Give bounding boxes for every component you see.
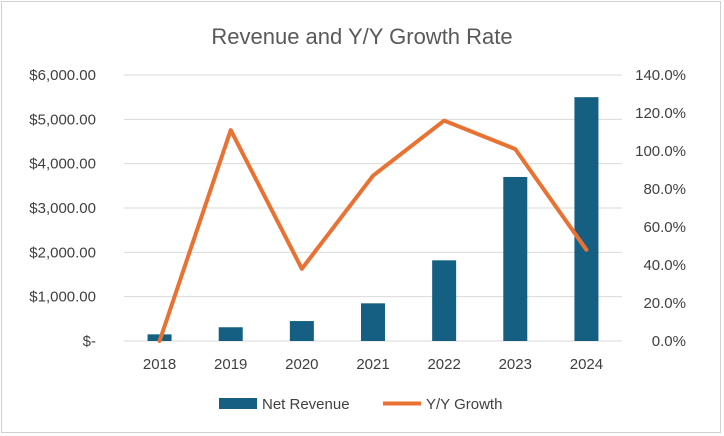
left-tick-label: $2,000.00 [29, 244, 96, 261]
x-tick-label: 2022 [427, 356, 460, 373]
right-tick-label: 60.0% [643, 219, 686, 236]
gridlines [124, 74, 622, 342]
right-axis: 0.0% 20.0% 40.0% 60.0% 80.0% 100.0% 120.0% 140.… [635, 67, 686, 350]
left-tick-label: $- [83, 333, 96, 350]
x-tick-label: 2024 [570, 356, 603, 373]
right-tick-label: 20.0% [643, 295, 686, 312]
left-tick-label: $3,000.00 [29, 200, 96, 217]
right-tick-label: 120.0% [635, 105, 686, 122]
legend: Net Revenue Y/Y Growth [219, 396, 502, 413]
chart-title: Revenue and Y/Y Growth Rate [211, 24, 512, 49]
legend-label-yy-growth: Y/Y Growth [426, 396, 502, 413]
left-axis: $- $1,000.00 $2,000.00 $3,000.00 $4,000.00 $5… [29, 67, 96, 350]
right-tick-label: 140.0% [635, 67, 686, 84]
growth-line [157, 118, 589, 343]
bar-net-revenue [503, 176, 528, 341]
x-tick-label: 2018 [143, 356, 176, 373]
right-tick-label: 80.0% [643, 181, 686, 198]
bar-net-revenue [361, 303, 385, 341]
bar-net-revenue [574, 97, 599, 342]
legend-swatch-net-revenue [219, 398, 257, 409]
bar-net-revenue [289, 321, 314, 341]
x-axis: 2018 2019 2020 2021 2022 2023 2024 [143, 356, 603, 373]
right-tick-label: 0.0% [652, 333, 686, 350]
left-tick-label: $1,000.00 [29, 289, 96, 306]
line-yy-growth [157, 118, 589, 343]
legend-label-net-revenue: Net Revenue [262, 396, 350, 413]
x-tick-label: 2021 [356, 356, 389, 373]
right-tick-label: 100.0% [635, 143, 686, 160]
left-tick-label: $6,000.00 [29, 67, 96, 84]
bars [147, 97, 599, 342]
x-tick-label: 2023 [499, 356, 532, 373]
left-tick-label: $4,000.00 [29, 156, 96, 173]
left-tick-label: $5,000.00 [29, 111, 96, 128]
bar-net-revenue [218, 327, 243, 341]
x-tick-label: 2020 [285, 356, 318, 373]
x-tick-label: 2019 [214, 356, 247, 373]
right-tick-label: 40.0% [643, 257, 686, 274]
bar-net-revenue [432, 260, 457, 341]
